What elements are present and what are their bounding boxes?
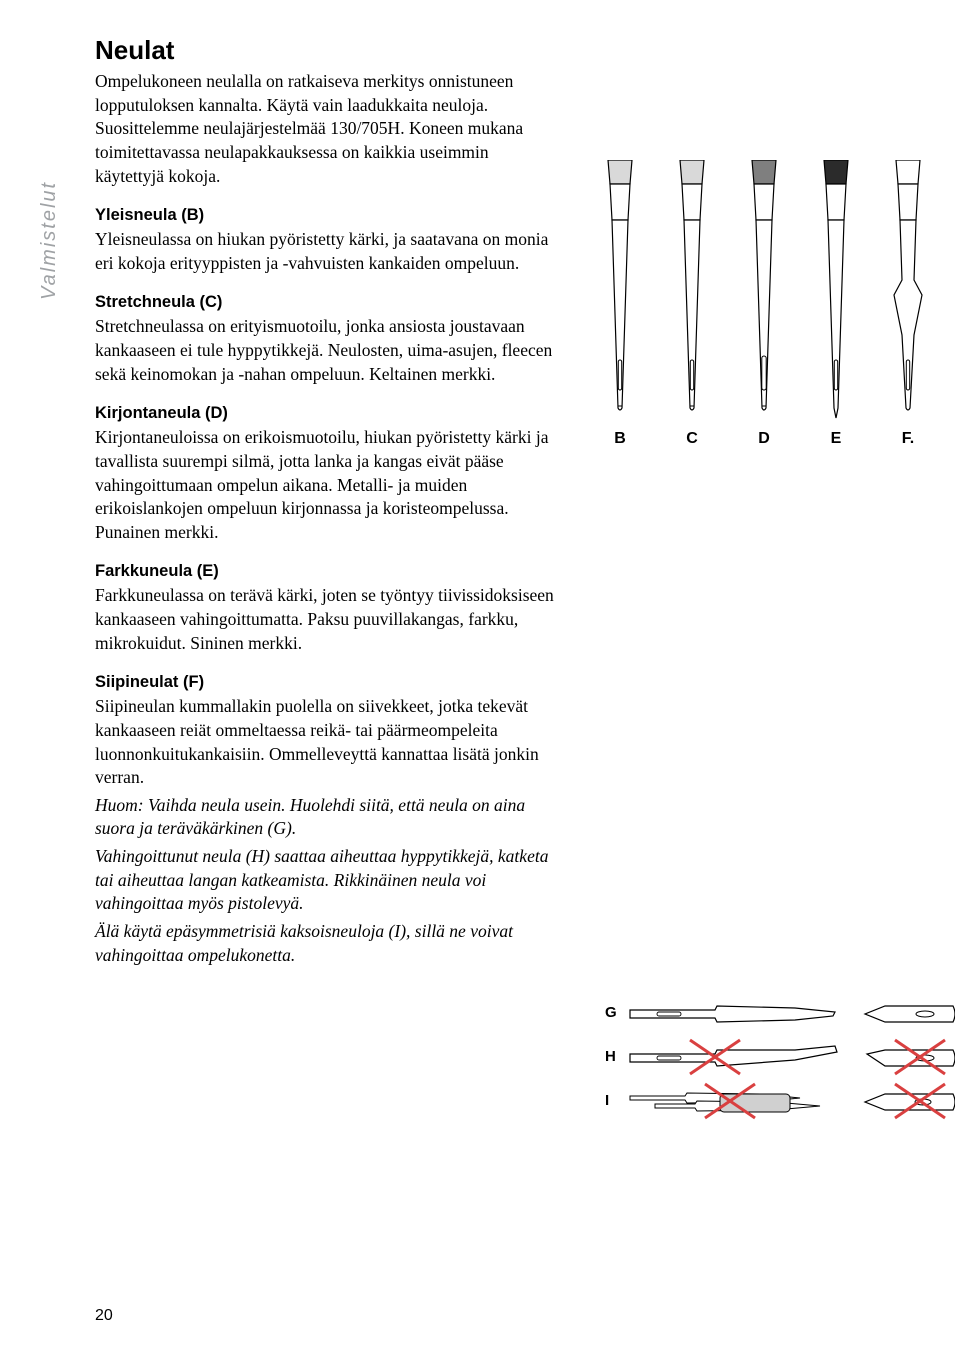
section-c-title: Stretchneula (C) (95, 293, 555, 312)
needle-condition-figure: G H I (605, 1000, 950, 1150)
row-h-label: H (605, 1048, 616, 1065)
section-c: Stretchneula (C) Stretchneulassa on erit… (95, 293, 555, 386)
section-f-note-3: Älä käytä epäsymmetrisiä kaksoisneuloja … (95, 920, 555, 967)
needle-d: D (744, 160, 784, 448)
section-f-title: Siipineulat (F) (95, 673, 555, 692)
intro-text: Ompelukoneen neulalla on ratkaiseva merk… (95, 70, 555, 188)
needle-e: E (816, 160, 856, 448)
needle-b-icon (600, 160, 640, 430)
section-d-body: Kirjontaneuloissa on erikoismuotoilu, hi… (95, 426, 555, 544)
needle-c-label: C (672, 430, 712, 448)
needle-d-icon (744, 160, 784, 430)
section-b: Yleisneula (B) Yleisneulassa on hiukan p… (95, 206, 555, 275)
needle-c: C (672, 160, 712, 448)
row-i-label: I (605, 1092, 609, 1109)
section-b-body: Yleisneulassa on hiukan pyöristetty kärk… (95, 228, 555, 275)
row-g-label: G (605, 1004, 617, 1021)
section-c-body: Stretchneulassa on erityismuotoilu, jonk… (95, 315, 555, 386)
needle-f-icon (888, 160, 928, 430)
needle-figure: B C D E (600, 160, 940, 470)
needle-f: F. (888, 160, 928, 448)
section-b-title: Yleisneula (B) (95, 206, 555, 225)
needle-e-icon (816, 160, 856, 430)
section-e: Farkkuneula (E) Farkkuneulassa on terävä… (95, 562, 555, 655)
section-d: Kirjontaneula (D) Kirjontaneuloissa on e… (95, 404, 555, 544)
main-content: Neulat Ompelukoneen neulalla on ratkaise… (95, 35, 555, 967)
needle-e-label: E (816, 430, 856, 448)
needle-d-label: D (744, 430, 784, 448)
needle-c-icon (672, 160, 712, 430)
needle-f-label: F. (888, 430, 928, 448)
page-number: 20 (95, 1307, 113, 1325)
needle-b-label: B (600, 430, 640, 448)
needle-b: B (600, 160, 640, 448)
section-e-title: Farkkuneula (E) (95, 562, 555, 581)
section-f-note-2: Vahingoittunut neula (H) saattaa aiheutt… (95, 845, 555, 916)
section-f-body: Siipineulan kummallakin puolella on siiv… (95, 695, 555, 790)
sidebar-tab: Valmistelut (38, 181, 61, 300)
section-d-title: Kirjontaneula (D) (95, 404, 555, 423)
section-f-note-1: Huom: Vaihda neula usein. Huolehdi siitä… (95, 794, 555, 841)
section-f: Siipineulat (F) Siipineulan kummallakin … (95, 673, 555, 967)
needle-condition-icon (625, 1000, 955, 1130)
sidebar-tab-label: Valmistelut (38, 181, 60, 300)
page-title: Neulat (95, 35, 555, 66)
section-e-body: Farkkuneulassa on terävä kärki, joten se… (95, 584, 555, 655)
